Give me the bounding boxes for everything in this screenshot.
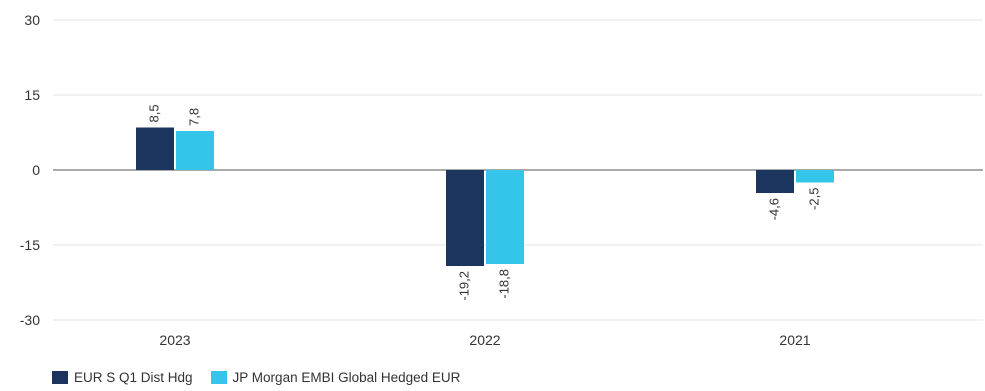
legend-label-series-1: EUR S Q1 Dist Hdg xyxy=(74,370,193,385)
data-label-2021-series-1: -4,6 xyxy=(766,198,781,220)
legend-swatch-series-2 xyxy=(210,371,227,384)
y-tick-label: -30 xyxy=(20,312,40,328)
legend-label-series-2: JP Morgan EMBI Global Hedged EUR xyxy=(232,370,461,385)
x-axis-ticks: 2023 2022 2021 xyxy=(159,332,810,348)
data-label-2021-series-2: -2,5 xyxy=(806,188,821,210)
data-labels: 8,5 7,8 -19,2 -18,8 -4,6 -2,5 xyxy=(146,104,821,300)
x-tick-label: 2022 xyxy=(469,332,500,348)
data-label-2022-series-1: -19,2 xyxy=(456,271,471,301)
legend: EUR S Q1 Dist Hdg JP Morgan EMBI Global … xyxy=(52,370,460,385)
x-tick-label: 2021 xyxy=(779,332,810,348)
legend-item-series-2: JP Morgan EMBI Global Hedged EUR xyxy=(210,370,461,385)
bar-2021-series-1 xyxy=(756,170,794,193)
legend-item-series-1: EUR S Q1 Dist Hdg xyxy=(52,370,193,385)
x-tick-label: 2023 xyxy=(159,332,190,348)
y-axis-ticks: 30 15 0 -15 -30 xyxy=(20,12,40,328)
bar-2021-series-2 xyxy=(796,170,834,183)
y-tick-label: 15 xyxy=(24,87,40,103)
bar-2023-series-2 xyxy=(176,131,214,170)
bar-2022-series-1 xyxy=(446,170,484,266)
legend-swatch-series-1 xyxy=(52,371,68,384)
bar-2023-series-1 xyxy=(136,127,174,170)
y-tick-label: -15 xyxy=(20,237,40,253)
data-label-2022-series-2: -18,8 xyxy=(496,269,511,299)
data-label-2023-series-1: 8,5 xyxy=(146,104,161,122)
bars xyxy=(136,127,834,266)
data-label-2023-series-2: 7,8 xyxy=(186,108,201,126)
bar-2022-series-2 xyxy=(486,170,524,264)
y-tick-label: 0 xyxy=(32,162,40,178)
y-tick-label: 30 xyxy=(24,12,40,28)
